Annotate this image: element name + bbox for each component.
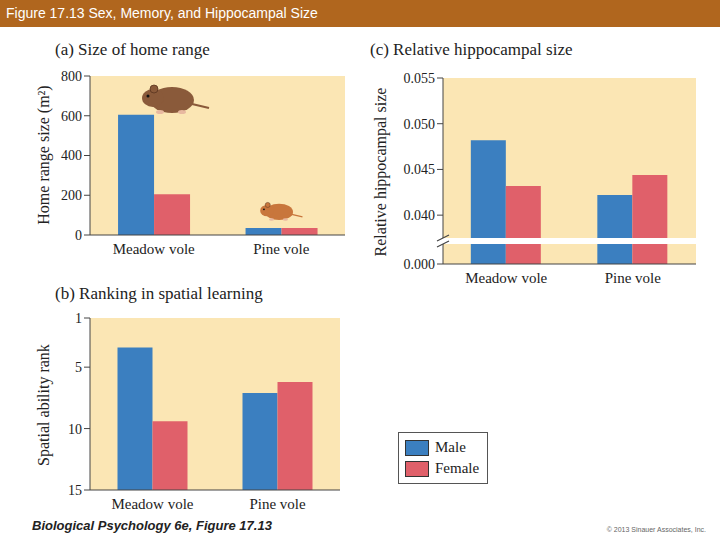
html-text:(a) Size of home range: (a) Size of home range	[55, 40, 210, 59]
svg-text:0.045: 0.045	[404, 162, 436, 177]
svg-text:Meadow vole: Meadow vole	[111, 496, 193, 512]
svg-text:0.000: 0.000	[404, 257, 436, 272]
svg-text:600: 600	[61, 109, 82, 124]
svg-text:Pine vole: Pine vole	[253, 241, 310, 257]
html-text:Relative hippocampal size: Relative hippocampal size	[372, 87, 389, 257]
html-text:Figure 17.13 Sex, Memory, and: Figure 17.13 Sex, Memory, and Hippocampa…	[6, 5, 318, 21]
svg-text:0.040: 0.040	[404, 208, 436, 223]
svg-text:0.055: 0.055	[404, 71, 436, 86]
html-text:Biological Psychology 6e, Figu: Biological Psychology 6e, Figure 17.13	[32, 518, 272, 533]
html-text:(b) Ranking in spatial learnin: (b) Ranking in spatial learning	[55, 284, 263, 303]
svg-text:800: 800	[61, 69, 82, 84]
svg-text:5: 5	[75, 360, 82, 375]
html-text:(c) Relative hippocampal size: (c) Relative hippocampal size	[370, 40, 573, 59]
svg-text:Meadow vole: Meadow vole	[465, 270, 547, 286]
svg-text:Meadow vole: Meadow vole	[113, 241, 195, 257]
svg-text:0: 0	[75, 228, 82, 243]
svg-text:10: 10	[68, 422, 82, 437]
html-text:Male: Male	[435, 439, 466, 455]
svg-text:400: 400	[61, 148, 82, 163]
html-text:Female: Female	[435, 460, 480, 476]
svg-text:15: 15	[68, 483, 82, 498]
html-text:© 2013 Sinauer Associates, Inc: © 2013 Sinauer Associates, Inc.	[606, 526, 706, 533]
html-text:Home range size (m²): Home range size (m²)	[35, 85, 52, 225]
svg-text:0.050: 0.050	[404, 117, 436, 132]
html-text:Spatial ability rank: Spatial ability rank	[35, 344, 52, 466]
svg-text:1: 1	[75, 311, 82, 326]
svg-text:Pine vole: Pine vole	[249, 496, 306, 512]
svg-text:200: 200	[61, 188, 82, 203]
svg-text:Pine vole: Pine vole	[605, 270, 662, 286]
